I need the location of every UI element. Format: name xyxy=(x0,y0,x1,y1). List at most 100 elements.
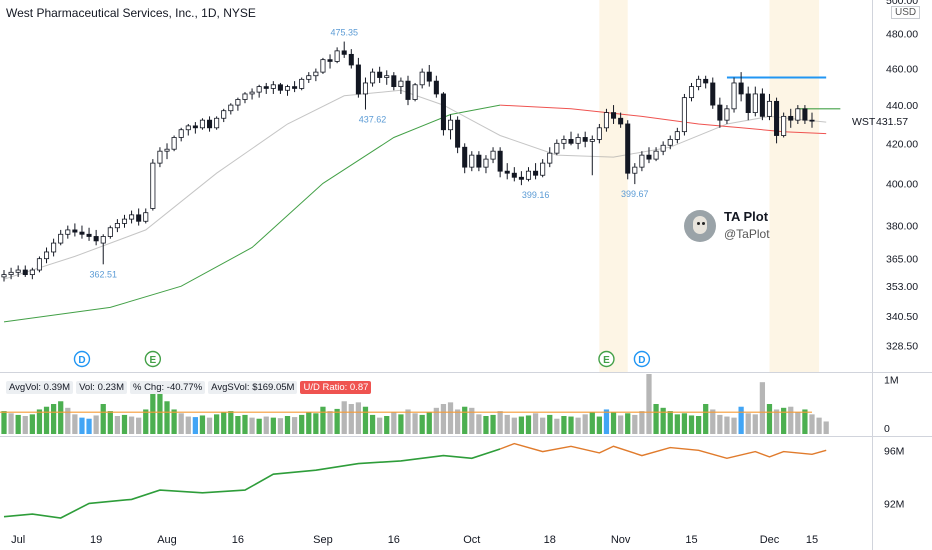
candle-body xyxy=(646,154,652,160)
volume-bar xyxy=(781,407,787,434)
price-tick-label: 440.00 xyxy=(886,100,918,112)
moving-average-short xyxy=(3,89,827,280)
candle-body xyxy=(284,86,291,91)
volume-bar xyxy=(143,409,149,434)
volume-bar xyxy=(263,416,269,434)
volume-bar xyxy=(114,416,121,434)
price-annotation: 475.35 xyxy=(330,28,358,38)
candle-body xyxy=(660,144,666,152)
volume-bar xyxy=(518,416,525,434)
candle-body xyxy=(171,137,177,150)
volume-bar xyxy=(377,417,383,434)
volume-bar xyxy=(532,413,539,434)
volume-bar xyxy=(150,382,156,434)
volume-bar xyxy=(199,415,206,434)
watermark-handle: @TaPlot xyxy=(724,227,770,241)
candle-body xyxy=(377,71,383,78)
volume-bar xyxy=(206,417,213,434)
volume-bar xyxy=(43,406,50,434)
volume-bar xyxy=(284,416,291,434)
candle-body xyxy=(731,82,737,110)
event-marker-letter: D xyxy=(78,355,85,366)
candle-body xyxy=(511,172,517,178)
candle-body xyxy=(86,233,92,237)
candle-body xyxy=(795,108,801,121)
volume-bar xyxy=(320,406,326,434)
event-marker xyxy=(598,350,615,368)
rs-tick-label: 92M xyxy=(884,498,904,510)
volume-bar xyxy=(582,414,588,434)
candle-body xyxy=(164,148,170,152)
volume-bar xyxy=(440,404,447,434)
volume-bar xyxy=(788,406,794,434)
candle-body xyxy=(681,97,687,133)
candle-body xyxy=(540,162,546,176)
volume-bar xyxy=(121,414,128,434)
candle-body xyxy=(745,93,751,113)
candle-body xyxy=(688,86,695,99)
volume-bar xyxy=(695,416,702,434)
candle-body xyxy=(589,139,595,142)
volume-bar xyxy=(256,418,262,434)
legend-avgsvol: AvgSVol: $169.05M xyxy=(208,381,298,394)
candle-body xyxy=(121,218,128,224)
candle-body xyxy=(51,242,57,253)
x-tick-label: Dec xyxy=(760,534,780,546)
event-marker-letter: D xyxy=(638,355,645,366)
candle-body xyxy=(114,223,120,229)
candle-body xyxy=(320,59,326,73)
candle-body xyxy=(426,71,432,82)
highlight-band xyxy=(599,0,628,372)
volume-bar xyxy=(72,414,78,434)
candle-body xyxy=(703,78,709,84)
candle-body xyxy=(1,274,7,278)
candle-body xyxy=(334,50,340,62)
candle-body xyxy=(504,170,510,174)
volume-bar xyxy=(773,409,780,434)
volume-bar xyxy=(334,408,340,434)
volume-bar xyxy=(632,414,638,434)
volume-bar xyxy=(483,416,489,434)
candle-body xyxy=(611,112,617,119)
candle-body xyxy=(207,119,213,129)
volume-bar xyxy=(554,418,560,434)
volume-bar xyxy=(738,406,744,434)
volume-bar xyxy=(235,416,241,434)
volume-bar xyxy=(674,414,680,434)
volume-bar xyxy=(547,414,553,434)
volume-bar xyxy=(653,404,659,434)
volume-bar xyxy=(540,417,546,434)
volume-bar xyxy=(412,413,418,434)
volume-bar xyxy=(511,417,517,434)
volume-bar xyxy=(36,409,43,434)
currency-badge[interactable]: USD xyxy=(891,6,921,19)
event-marker xyxy=(633,350,651,368)
volume-bar xyxy=(610,412,617,434)
candle-body xyxy=(533,170,539,176)
candle-body xyxy=(235,99,241,106)
candle-body xyxy=(724,108,730,121)
legend-ud-ratio: U/D Ratio: 0.87 xyxy=(300,381,372,394)
candle-body xyxy=(362,82,369,95)
volume-bar xyxy=(306,412,312,434)
candle-body xyxy=(433,80,439,95)
volume-bar xyxy=(93,415,99,434)
volume-bar xyxy=(291,417,298,434)
volume-bar xyxy=(724,416,730,434)
rs-line-orange xyxy=(499,442,827,460)
candle-body xyxy=(242,93,248,100)
event-marker xyxy=(73,350,91,368)
candle-body xyxy=(752,93,758,113)
candle-body xyxy=(561,139,567,144)
candle-body xyxy=(490,150,496,160)
volume-bar xyxy=(398,414,404,434)
volume-bar xyxy=(1,411,7,434)
price-annotation: 399.16 xyxy=(522,190,550,200)
candle-body xyxy=(107,227,113,237)
candle-body xyxy=(136,214,142,222)
volume-bar xyxy=(214,414,220,434)
volume-bar xyxy=(759,382,766,434)
price-tick-label: 480.00 xyxy=(886,29,918,41)
candle-body xyxy=(738,82,744,95)
